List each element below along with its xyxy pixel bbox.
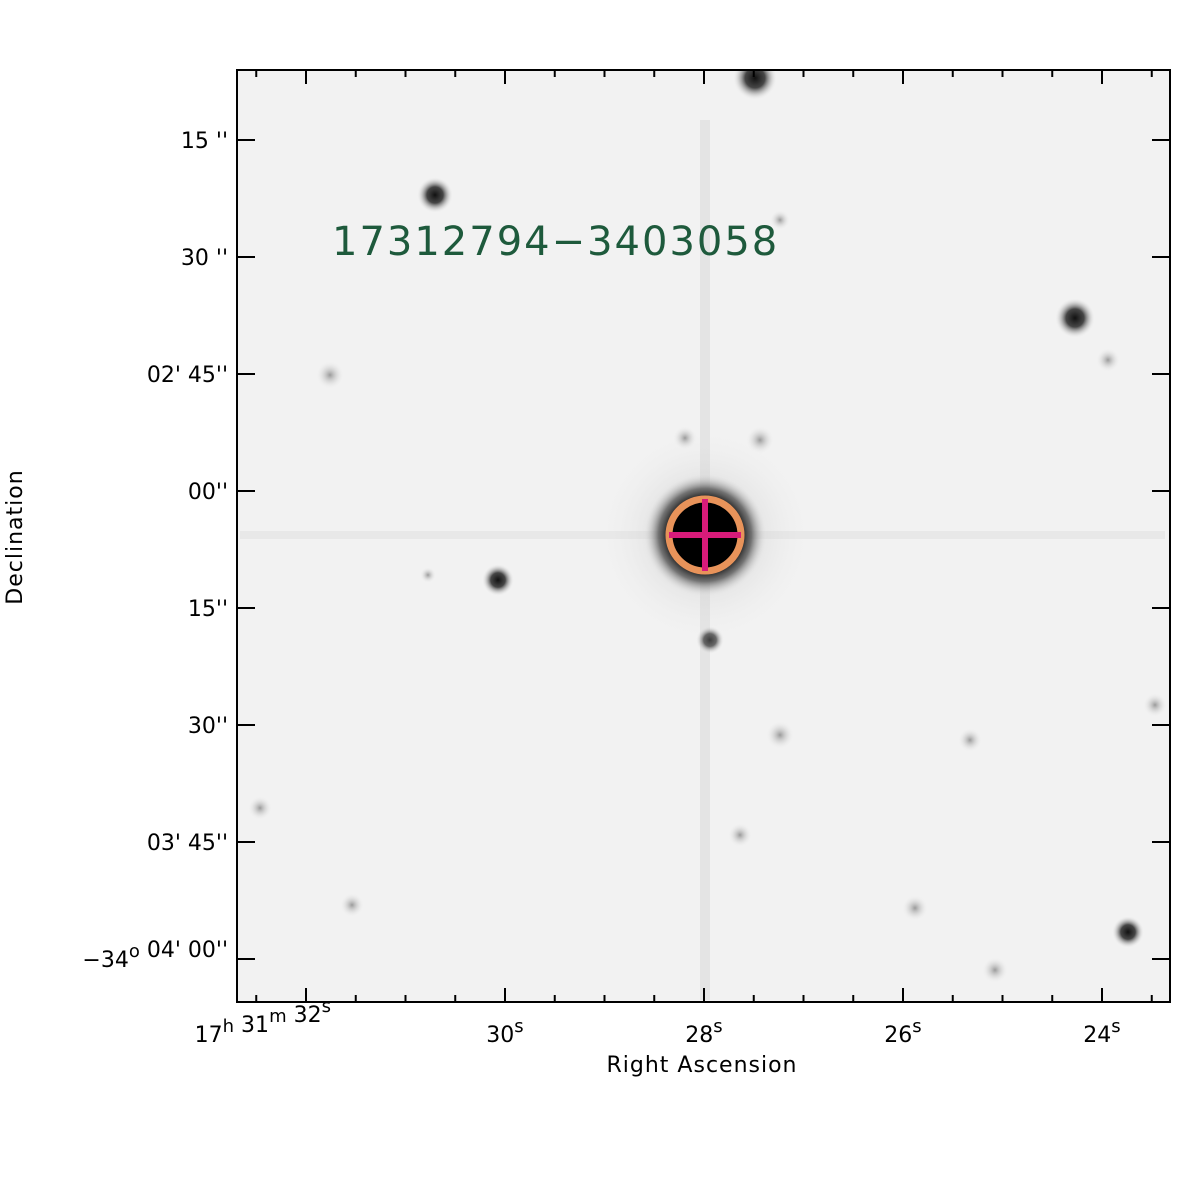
star	[958, 728, 982, 752]
star	[902, 895, 928, 921]
star	[417, 177, 453, 213]
star	[1055, 298, 1095, 338]
y-tick-label: 15''	[188, 597, 228, 622]
star	[766, 721, 794, 749]
star	[316, 361, 344, 389]
star	[733, 70, 777, 100]
axis-tick-labels: 17h 31m 32s 30s 28s 26s 24s 15 '' 30 '' 02' 45'…	[82, 129, 1120, 1048]
y-tick-label: −34o 04' 00''	[82, 938, 228, 973]
source-label: 17312794−3403058	[332, 219, 779, 265]
x-axis-label: Right Ascension	[607, 1053, 798, 1078]
x-tick-label: 28s	[685, 1016, 722, 1048]
x-tick-label: 24s	[1083, 1016, 1120, 1048]
star	[340, 893, 364, 917]
y-tick-label: 03' 45''	[147, 831, 228, 856]
x-tick-label: 30s	[486, 1016, 523, 1048]
star	[696, 626, 724, 654]
x-tick-label: 17h 31m 32s	[195, 996, 331, 1048]
y-tick-label: 30''	[188, 714, 228, 739]
x-tick-label: 26s	[884, 1016, 921, 1048]
star	[420, 567, 436, 583]
target-marker	[665, 495, 745, 575]
star	[482, 564, 514, 596]
y-tick-label: 00''	[188, 480, 228, 505]
star	[1096, 348, 1120, 372]
y-tick-label: 15 ''	[181, 129, 228, 154]
star	[248, 796, 272, 820]
y-axis-label: Declination	[3, 469, 28, 604]
star	[770, 210, 790, 230]
star	[673, 426, 697, 450]
star	[1143, 693, 1167, 717]
axis-ticks	[237, 70, 1170, 1002]
star	[982, 957, 1008, 983]
y-tick-label: 30 ''	[181, 246, 228, 271]
star	[1112, 916, 1144, 948]
star	[728, 823, 752, 847]
y-tick-label: 02' 45''	[147, 363, 228, 388]
star	[746, 426, 774, 454]
